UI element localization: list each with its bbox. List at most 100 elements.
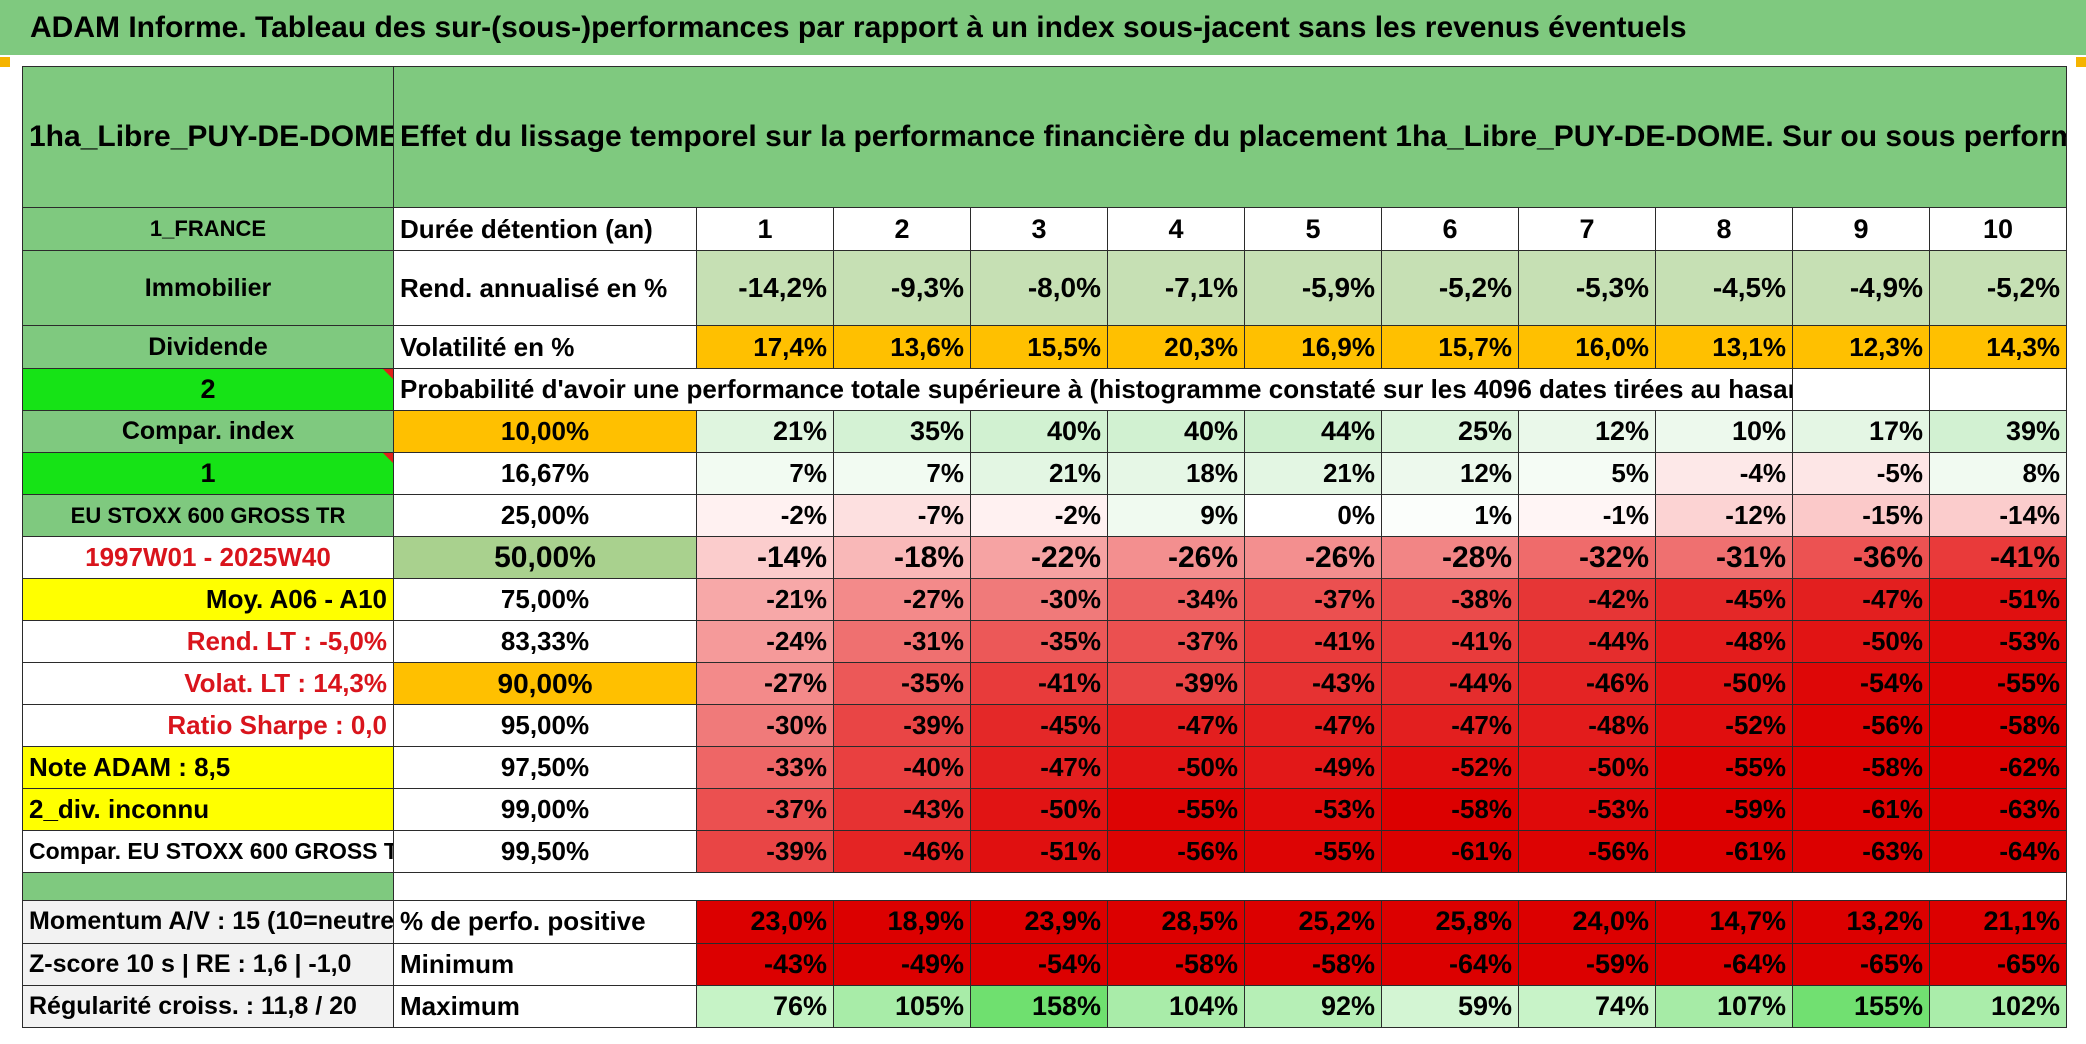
- year-header: 6: [1381, 207, 1519, 252]
- percentile-label: 99,00%: [393, 788, 697, 832]
- percentile-cell: 7%: [696, 452, 834, 496]
- country-label: 1_FRANCE: [22, 207, 394, 252]
- rendement-cell: -5,9%: [1244, 250, 1382, 327]
- minimum-cell: -59%: [1518, 942, 1656, 986]
- percentile-label: 90,00%: [393, 662, 697, 706]
- percentile-cell: -45%: [1655, 578, 1793, 622]
- volatility-cell: 16,9%: [1244, 325, 1382, 370]
- percentile-cell: 44%: [1244, 410, 1382, 454]
- maximum-cell: 158%: [970, 984, 1108, 1029]
- asset-name: 1ha_Libre_PUY-DE-DOME: [22, 65, 394, 209]
- percentile-cell: -56%: [1107, 830, 1245, 874]
- percentile-cell: -50%: [970, 788, 1108, 832]
- percentile-cell: -56%: [1792, 704, 1930, 748]
- percentile-cell: -63%: [1792, 830, 1930, 874]
- percentile-cell: 12%: [1381, 452, 1519, 496]
- selector-dropdown-2[interactable]: 1: [22, 452, 394, 496]
- percentile-cell: 10%: [1655, 410, 1793, 454]
- dividend-status-label: 2_div. inconnu: [22, 788, 394, 832]
- percentile-label: 95,00%: [393, 704, 697, 748]
- maximum-cell: 155%: [1792, 984, 1930, 1029]
- corner-marker: [0, 57, 10, 67]
- spacer-cell: [22, 872, 394, 901]
- percentile-cell: -43%: [833, 788, 971, 832]
- percentile-cell: -35%: [970, 620, 1108, 664]
- percentile-cell: -50%: [1107, 746, 1245, 790]
- maximum-cell: 104%: [1107, 984, 1245, 1029]
- percentile-cell: -64%: [1928, 830, 2068, 874]
- rendement-label: Rend. annualisé en %: [393, 250, 697, 327]
- percentile-cell: -39%: [833, 704, 971, 748]
- percentile-cell: -41%: [970, 662, 1108, 706]
- compar-index-label: Compar. index: [22, 410, 394, 454]
- percentile-cell: -24%: [696, 620, 834, 664]
- maximum-cell: 105%: [833, 984, 971, 1029]
- percentile-cell: -27%: [833, 578, 971, 622]
- percentile-cell: -46%: [833, 830, 971, 874]
- percentile-cell: 12%: [1518, 410, 1656, 454]
- percentile-cell: -34%: [1107, 578, 1245, 622]
- period-label: 1997W01 - 2025W40: [22, 536, 394, 580]
- percentile-cell: -46%: [1518, 662, 1656, 706]
- sharpe-ratio-label: Ratio Sharpe : 0,0: [22, 704, 394, 748]
- percentile-label: 97,50%: [393, 746, 697, 790]
- percentile-cell: -14%: [1928, 494, 2068, 538]
- percentile-cell: -4%: [1655, 452, 1793, 496]
- percentile-label: 99,50%: [393, 830, 697, 874]
- year-header: 8: [1655, 207, 1793, 252]
- percentile-cell: -47%: [1244, 704, 1382, 748]
- volatility-cell: 16,0%: [1518, 325, 1656, 370]
- positive-perf-cell: 28,5%: [1107, 899, 1245, 944]
- percentile-cell: -14%: [696, 536, 834, 580]
- minimum-cell: -58%: [1107, 942, 1245, 986]
- percentile-cell: 21%: [1244, 452, 1382, 496]
- percentile-cell: -44%: [1381, 662, 1519, 706]
- positive-perf-cell: 21,1%: [1928, 899, 2068, 944]
- percentile-cell: -2%: [696, 494, 834, 538]
- percentile-cell: -47%: [1381, 704, 1519, 748]
- index-name-label: EU STOXX 600 GROSS TR: [22, 494, 394, 538]
- percentile-cell: -42%: [1518, 578, 1656, 622]
- percentile-cell: 25%: [1381, 410, 1519, 454]
- income-type-label: Dividende: [22, 325, 394, 370]
- percentile-cell: -18%: [833, 536, 971, 580]
- rend-lt-label: Rend. LT : -5,0%: [22, 620, 394, 664]
- rendement-cell: -5,2%: [1928, 250, 2068, 327]
- maximum-cell: 59%: [1381, 984, 1519, 1029]
- percentile-cell: -49%: [1244, 746, 1382, 790]
- duration-label: Durée détention (an): [393, 207, 697, 252]
- percentile-cell: 17%: [1792, 410, 1930, 454]
- selector-dropdown-1[interactable]: 2: [22, 368, 394, 412]
- percentile-cell: 40%: [970, 410, 1108, 454]
- percentile-cell: -7%: [833, 494, 971, 538]
- minimum-cell: -64%: [1381, 942, 1519, 986]
- percentile-cell: -52%: [1655, 704, 1793, 748]
- percentile-cell: -56%: [1518, 830, 1656, 874]
- percentile-cell: 21%: [696, 410, 834, 454]
- percentile-cell: -36%: [1792, 536, 1930, 580]
- moyenne-label: Moy. A06 - A10: [22, 578, 394, 622]
- year-header: 7: [1518, 207, 1656, 252]
- percentile-cell: -31%: [833, 620, 971, 664]
- year-header: 4: [1107, 207, 1245, 252]
- spacer-row: [392, 872, 2068, 901]
- comparison-label: Compar. EU STOXX 600 GROSS TR: [22, 830, 394, 874]
- percentile-cell: -37%: [696, 788, 834, 832]
- percentile-cell: 18%: [1107, 452, 1245, 496]
- percentile-cell: -61%: [1655, 830, 1793, 874]
- adam-note-label: Note ADAM : 8,5: [22, 746, 394, 790]
- percentile-cell: -51%: [970, 830, 1108, 874]
- percentile-cell: -38%: [1381, 578, 1519, 622]
- percentile-cell: -21%: [696, 578, 834, 622]
- positive-perf-cell: 23,0%: [696, 899, 834, 944]
- percentile-cell: -22%: [970, 536, 1108, 580]
- positive-perf-cell: 14,7%: [1655, 899, 1793, 944]
- volatility-cell: 13,6%: [833, 325, 971, 370]
- minimum-label: Minimum: [393, 942, 697, 986]
- selector-value: 1: [200, 458, 216, 489]
- percentile-cell: -31%: [1655, 536, 1793, 580]
- percentile-cell: -41%: [1928, 536, 2068, 580]
- percentile-cell: 40%: [1107, 410, 1245, 454]
- maximum-cell: 107%: [1655, 984, 1793, 1029]
- minimum-cell: -43%: [696, 942, 834, 986]
